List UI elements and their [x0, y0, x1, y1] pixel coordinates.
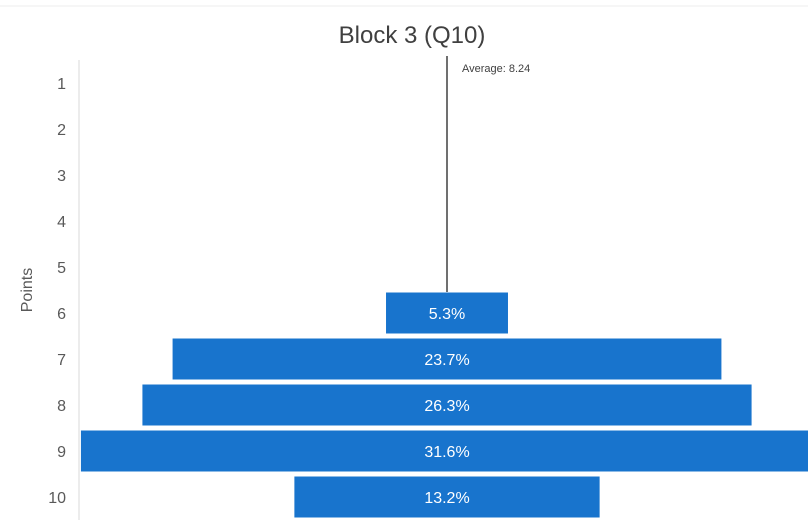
y-tick-label: 9 — [57, 444, 66, 461]
y-tick-label: 4 — [57, 214, 66, 231]
y-axis-label: Points — [19, 268, 36, 312]
bar-label-8: 26.3% — [424, 398, 469, 415]
y-tick-label: 7 — [57, 352, 66, 369]
average-label: Average: 8.24 — [462, 63, 530, 75]
y-tick-label: 6 — [57, 306, 66, 323]
bar-label-6: 5.3% — [429, 306, 465, 323]
bars — [79, 291, 808, 519]
y-tick-label: 3 — [57, 168, 66, 185]
bar-label-7: 23.7% — [424, 352, 469, 369]
bar-10 — [293, 475, 601, 519]
y-axis-ticks: 1 2 3 4 5 6 7 8 9 10 — [48, 76, 66, 507]
y-tick-label: 10 — [48, 490, 66, 507]
y-tick-label: 8 — [57, 398, 66, 415]
y-tick-label: 2 — [57, 122, 66, 139]
chart-title: Block 3 (Q10) — [339, 22, 486, 49]
bar-label-9: 31.6% — [424, 444, 469, 461]
bar-8 — [141, 383, 753, 427]
bar-6 — [385, 291, 509, 335]
y-tick-label: 5 — [57, 260, 66, 277]
bar-7 — [171, 337, 723, 381]
bar-label-10: 13.2% — [424, 490, 469, 507]
y-tick-label: 1 — [57, 76, 66, 93]
bar-labels: 5.3% 23.7% 26.3% 31.6% 13.2% — [424, 306, 469, 507]
bar-9 — [79, 429, 808, 473]
